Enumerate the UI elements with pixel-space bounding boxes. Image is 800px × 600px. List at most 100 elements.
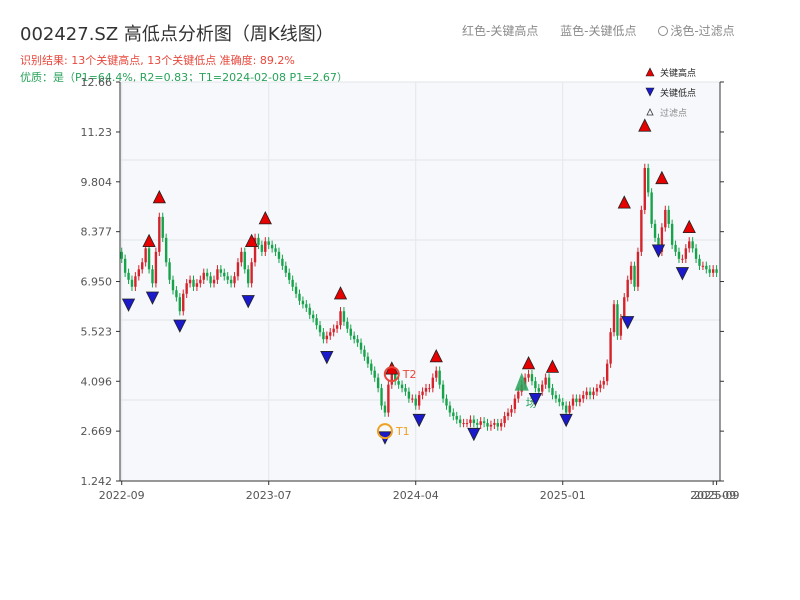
candle-body: [284, 265, 288, 273]
candle-body: [431, 377, 435, 389]
candle-body: [705, 265, 708, 270]
legend-light-text: 浅色-过滤点: [658, 24, 752, 38]
candle-body: [141, 262, 144, 270]
candle-body: [541, 384, 544, 392]
candle-body: [643, 167, 646, 210]
candle-body: [236, 262, 240, 277]
legend-blue-text: 蓝色-关键低点: [560, 24, 637, 38]
candle-body: [175, 290, 178, 298]
candle-body: [636, 251, 640, 287]
candle-body: [137, 269, 140, 277]
candle-body: [305, 304, 308, 308]
candle-body: [493, 423, 496, 425]
candle-body: [164, 237, 168, 263]
candle-body: [647, 167, 650, 193]
candle-body: [209, 276, 212, 284]
candle-body: [482, 421, 486, 424]
key-high-marker: [333, 286, 348, 300]
candle-body: [376, 377, 380, 389]
result-summary: 识别结果: 13个关键高点, 13个关键低点 准确度: 89.2%: [20, 54, 295, 67]
legend-light-label: 浅色-过滤点: [670, 24, 735, 38]
candle-body: [387, 384, 390, 413]
candle-body: [199, 279, 202, 284]
candle-body: [332, 328, 335, 333]
candle-body: [633, 265, 636, 287]
legend-red-text: 红色-关键高点: [462, 24, 539, 38]
candle-body: [523, 377, 527, 385]
candle-body: [476, 423, 479, 425]
candle-body: [205, 272, 209, 277]
x-tick-label: 2022-09: [99, 489, 145, 502]
candle-body: [243, 251, 246, 270]
candle-body: [640, 209, 643, 252]
y-tick-label: 9.804: [81, 176, 113, 189]
candle-body: [404, 388, 407, 392]
candle-body: [356, 339, 359, 343]
y-tick-label: 2.669: [81, 425, 113, 438]
candle-body: [561, 402, 564, 406]
key-high-marker: [142, 233, 156, 247]
candle-body: [158, 216, 161, 252]
candle-body: [363, 349, 366, 357]
candle-body: [322, 332, 325, 340]
candle-body: [352, 335, 356, 340]
candle-body: [486, 423, 489, 427]
legend-high-icon: [645, 67, 655, 77]
candle-body: [233, 276, 236, 284]
candle-body: [229, 279, 233, 284]
candle-body: [510, 409, 513, 413]
candle-body: [715, 269, 718, 273]
circle-icon: [658, 26, 669, 36]
candle-body: [452, 412, 455, 417]
candle-body: [291, 279, 294, 287]
candle-body: [123, 258, 127, 273]
candle-body: [623, 297, 626, 319]
candle-body: [311, 314, 315, 319]
candle-body: [192, 279, 195, 287]
key-low-marker: [528, 392, 543, 407]
key-high-marker: [244, 233, 259, 247]
key-low-marker: [145, 291, 160, 305]
key-high-marker: [545, 359, 560, 373]
candle-body: [551, 388, 554, 396]
candle-body: [517, 391, 520, 399]
candle-body: [612, 304, 616, 333]
candle-body: [424, 388, 428, 392]
candle-body: [530, 374, 534, 382]
candle-body: [616, 304, 619, 336]
legend-low-label: 关键低点: [660, 87, 696, 99]
candle-body: [582, 395, 585, 399]
key-high-marker: [152, 190, 166, 204]
key-low-marker: [412, 413, 426, 428]
candle-body: [455, 416, 458, 420]
candle-body: [513, 398, 517, 410]
key-low-marker: [675, 267, 690, 281]
candle-body: [250, 262, 253, 284]
x-tick-label: 2025-01: [540, 489, 586, 502]
candle-body: [294, 286, 298, 294]
candle-body: [472, 419, 476, 424]
candle-body: [329, 332, 332, 336]
candle-body: [527, 374, 530, 378]
candle-body: [346, 321, 349, 329]
candle-body: [684, 248, 688, 259]
candle-body: [609, 332, 612, 364]
candle-body: [698, 258, 701, 266]
candle-body: [575, 398, 578, 403]
candle-body: [496, 423, 499, 427]
key-low-marker: [320, 351, 334, 365]
candle-body: [660, 227, 664, 252]
t2-label: T2: [402, 368, 417, 381]
key-low-marker: [173, 319, 187, 333]
key-low-marker: [467, 427, 481, 442]
candle-body: [667, 209, 670, 224]
candle-body: [629, 265, 633, 280]
key-low-marker: [241, 295, 255, 309]
candle-body: [260, 244, 264, 252]
candle-body: [202, 272, 205, 280]
candle-body: [154, 251, 158, 284]
candle-body: [342, 311, 346, 322]
candle-body: [537, 388, 540, 392]
candle-body: [400, 384, 404, 389]
